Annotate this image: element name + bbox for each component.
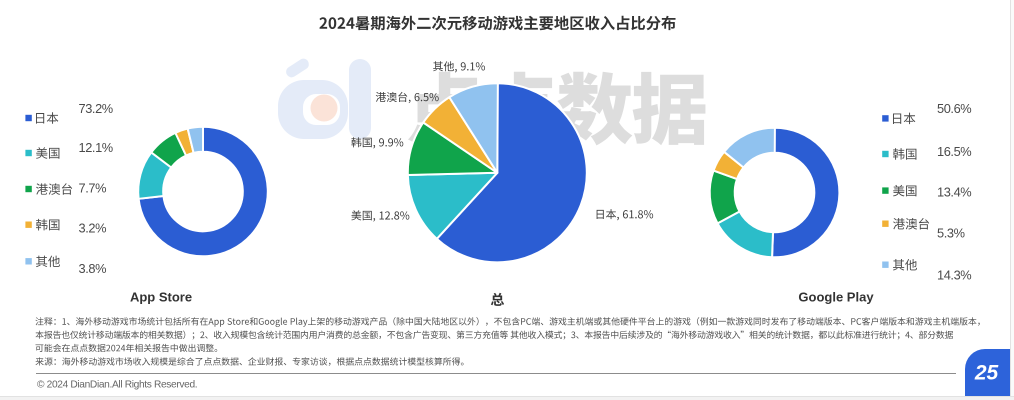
svg-text:16.5%: 16.5%: [937, 144, 971, 159]
svg-text:3.2%: 3.2%: [79, 221, 107, 236]
svg-text:73.2%: 73.2%: [79, 101, 113, 116]
svg-text:5.3%: 5.3%: [937, 225, 965, 240]
svg-text:50.6%: 50.6%: [937, 101, 971, 116]
svg-text:Google Play: Google Play: [798, 290, 874, 305]
svg-text:25: 25: [974, 362, 999, 385]
svg-text:12.1%: 12.1%: [79, 140, 113, 155]
svg-text:14.3%: 14.3%: [937, 267, 971, 282]
svg-text:7.7%: 7.7%: [79, 181, 107, 196]
svg-text:13.4%: 13.4%: [937, 185, 971, 200]
svg-text:© 2024 DianDian.All Rights Res: © 2024 DianDian.All Rights Reserved.: [37, 380, 197, 391]
svg-text:App Store: App Store: [130, 290, 192, 305]
svg-text:3.8%: 3.8%: [79, 261, 107, 276]
